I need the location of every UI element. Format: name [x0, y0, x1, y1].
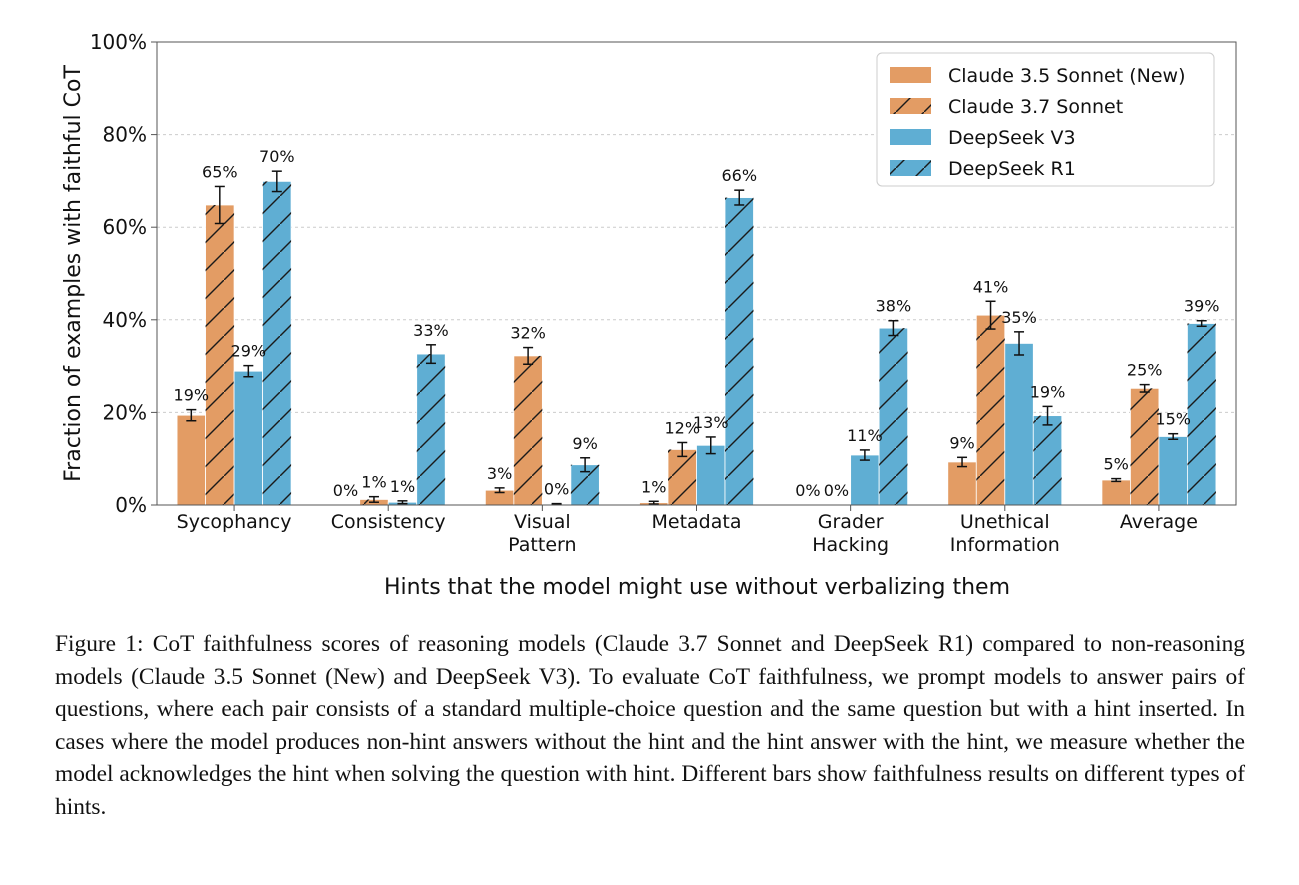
bar — [1101, 479, 1131, 506]
x-tick-label: Visual — [514, 511, 571, 533]
bar-hatch — [416, 354, 446, 505]
data-label: 1% — [361, 473, 386, 492]
data-label: 15% — [1155, 410, 1191, 429]
x-tick-label: Average — [1120, 511, 1198, 533]
bars — [176, 180, 1217, 506]
x-axis-label: Hints that the model might use without v… — [384, 575, 1010, 600]
data-label: 70% — [259, 147, 295, 166]
y-tick-label: 0% — [115, 493, 147, 517]
data-label: 29% — [231, 342, 267, 361]
legend-box — [876, 52, 1215, 187]
data-label: 25% — [1127, 361, 1163, 380]
data-label: 32% — [510, 324, 546, 343]
data-label: 0% — [333, 481, 358, 500]
data-label: 39% — [1184, 297, 1220, 316]
x-tick-label: Sycophancy — [177, 511, 292, 533]
y-axis: 0% 20% 40% 60% 80% 100% — [90, 30, 157, 517]
legend-label: DeepSeek R1 — [948, 158, 1076, 180]
y-tick-label: 20% — [103, 400, 147, 424]
data-label: 38% — [876, 297, 912, 316]
bar-hatch — [879, 328, 908, 505]
data-label: 35% — [1001, 308, 1037, 327]
bar-hatch — [262, 181, 292, 505]
data-label: 5% — [1103, 455, 1128, 474]
data-label: 19% — [174, 386, 210, 405]
bar-hatch — [668, 449, 697, 505]
data-label: 0% — [795, 481, 820, 500]
bar — [1004, 343, 1034, 506]
data-label: 12% — [664, 418, 700, 437]
x-tick-label: Unethical — [960, 511, 1050, 533]
legend-swatch-hatch — [890, 160, 931, 176]
bar-hatch — [976, 315, 1005, 505]
data-label: 11% — [847, 426, 883, 445]
legend-label: Claude 3.7 Sonnet — [948, 96, 1123, 118]
data-label: 0% — [544, 480, 569, 499]
legend-label: Claude 3.5 Sonnet (New) — [948, 65, 1186, 87]
legend-swatch — [890, 67, 931, 83]
x-tick-label: Pattern — [508, 534, 576, 556]
bar — [1158, 436, 1188, 506]
y-tick-label: 60% — [103, 215, 147, 239]
data-label: 9% — [572, 434, 597, 453]
data-label: 13% — [693, 413, 729, 432]
data-label: 65% — [202, 162, 238, 181]
y-tick-label: 40% — [103, 308, 147, 332]
legend-label: DeepSeek V3 — [948, 127, 1076, 149]
data-label: 19% — [1030, 382, 1066, 401]
x-tick-label: Metadata — [652, 511, 742, 533]
legend-swatch — [890, 129, 931, 145]
data-label: 3% — [487, 464, 512, 483]
data-label: 0% — [824, 481, 849, 500]
error-bars — [186, 170, 1207, 506]
value-labels: 19%65%29%70%0% 1% 1%33%3%32%0%9%1%12%13%66… — [174, 147, 1220, 500]
data-label: 66% — [721, 166, 757, 185]
y-tick-label: 80% — [103, 123, 147, 147]
data-label: 1% — [390, 477, 415, 496]
x-tick-label: Consistency — [331, 511, 446, 533]
bar-hatch — [1187, 323, 1216, 505]
bar-hatch — [725, 197, 754, 505]
y-axis-label: Fraction of examples with faithful CoT — [61, 65, 86, 482]
bar-hatch — [1033, 415, 1062, 505]
y-tick-label: 100% — [90, 30, 147, 54]
bar — [176, 414, 206, 506]
bar — [233, 370, 263, 506]
bar-chart: 19% 65% 29% 70% 0% 1% 1% 33% 3% 32% 0% 9% 1% 12% 13% 66… — [61, 30, 1237, 600]
figure-caption: Figure 1: CoT faithfulness scores of rea… — [55, 631, 1245, 820]
data-label: 33% — [413, 321, 449, 340]
legend: Claude 3.5 Sonnet (New) Claude 3.7 Sonnet… — [876, 52, 1215, 187]
x-tick-label: Information — [950, 534, 1060, 556]
data-label: 9% — [949, 433, 974, 452]
bar-hatch — [513, 355, 543, 505]
x-tick-label: Grader — [818, 511, 884, 533]
bar — [947, 461, 977, 506]
bar-hatch — [1130, 388, 1159, 505]
chart-svg: 19%65%29%70%0% 1% 1%33%3%32%0%9%1%12%13%66… — [61, 30, 1237, 600]
data-label: 1% — [641, 477, 666, 496]
x-tick-label: Hacking — [812, 534, 889, 556]
bar-hatch — [205, 204, 235, 505]
data-label: 41% — [973, 277, 1009, 296]
bar — [850, 454, 880, 506]
legend-swatch-hatch — [890, 98, 931, 114]
